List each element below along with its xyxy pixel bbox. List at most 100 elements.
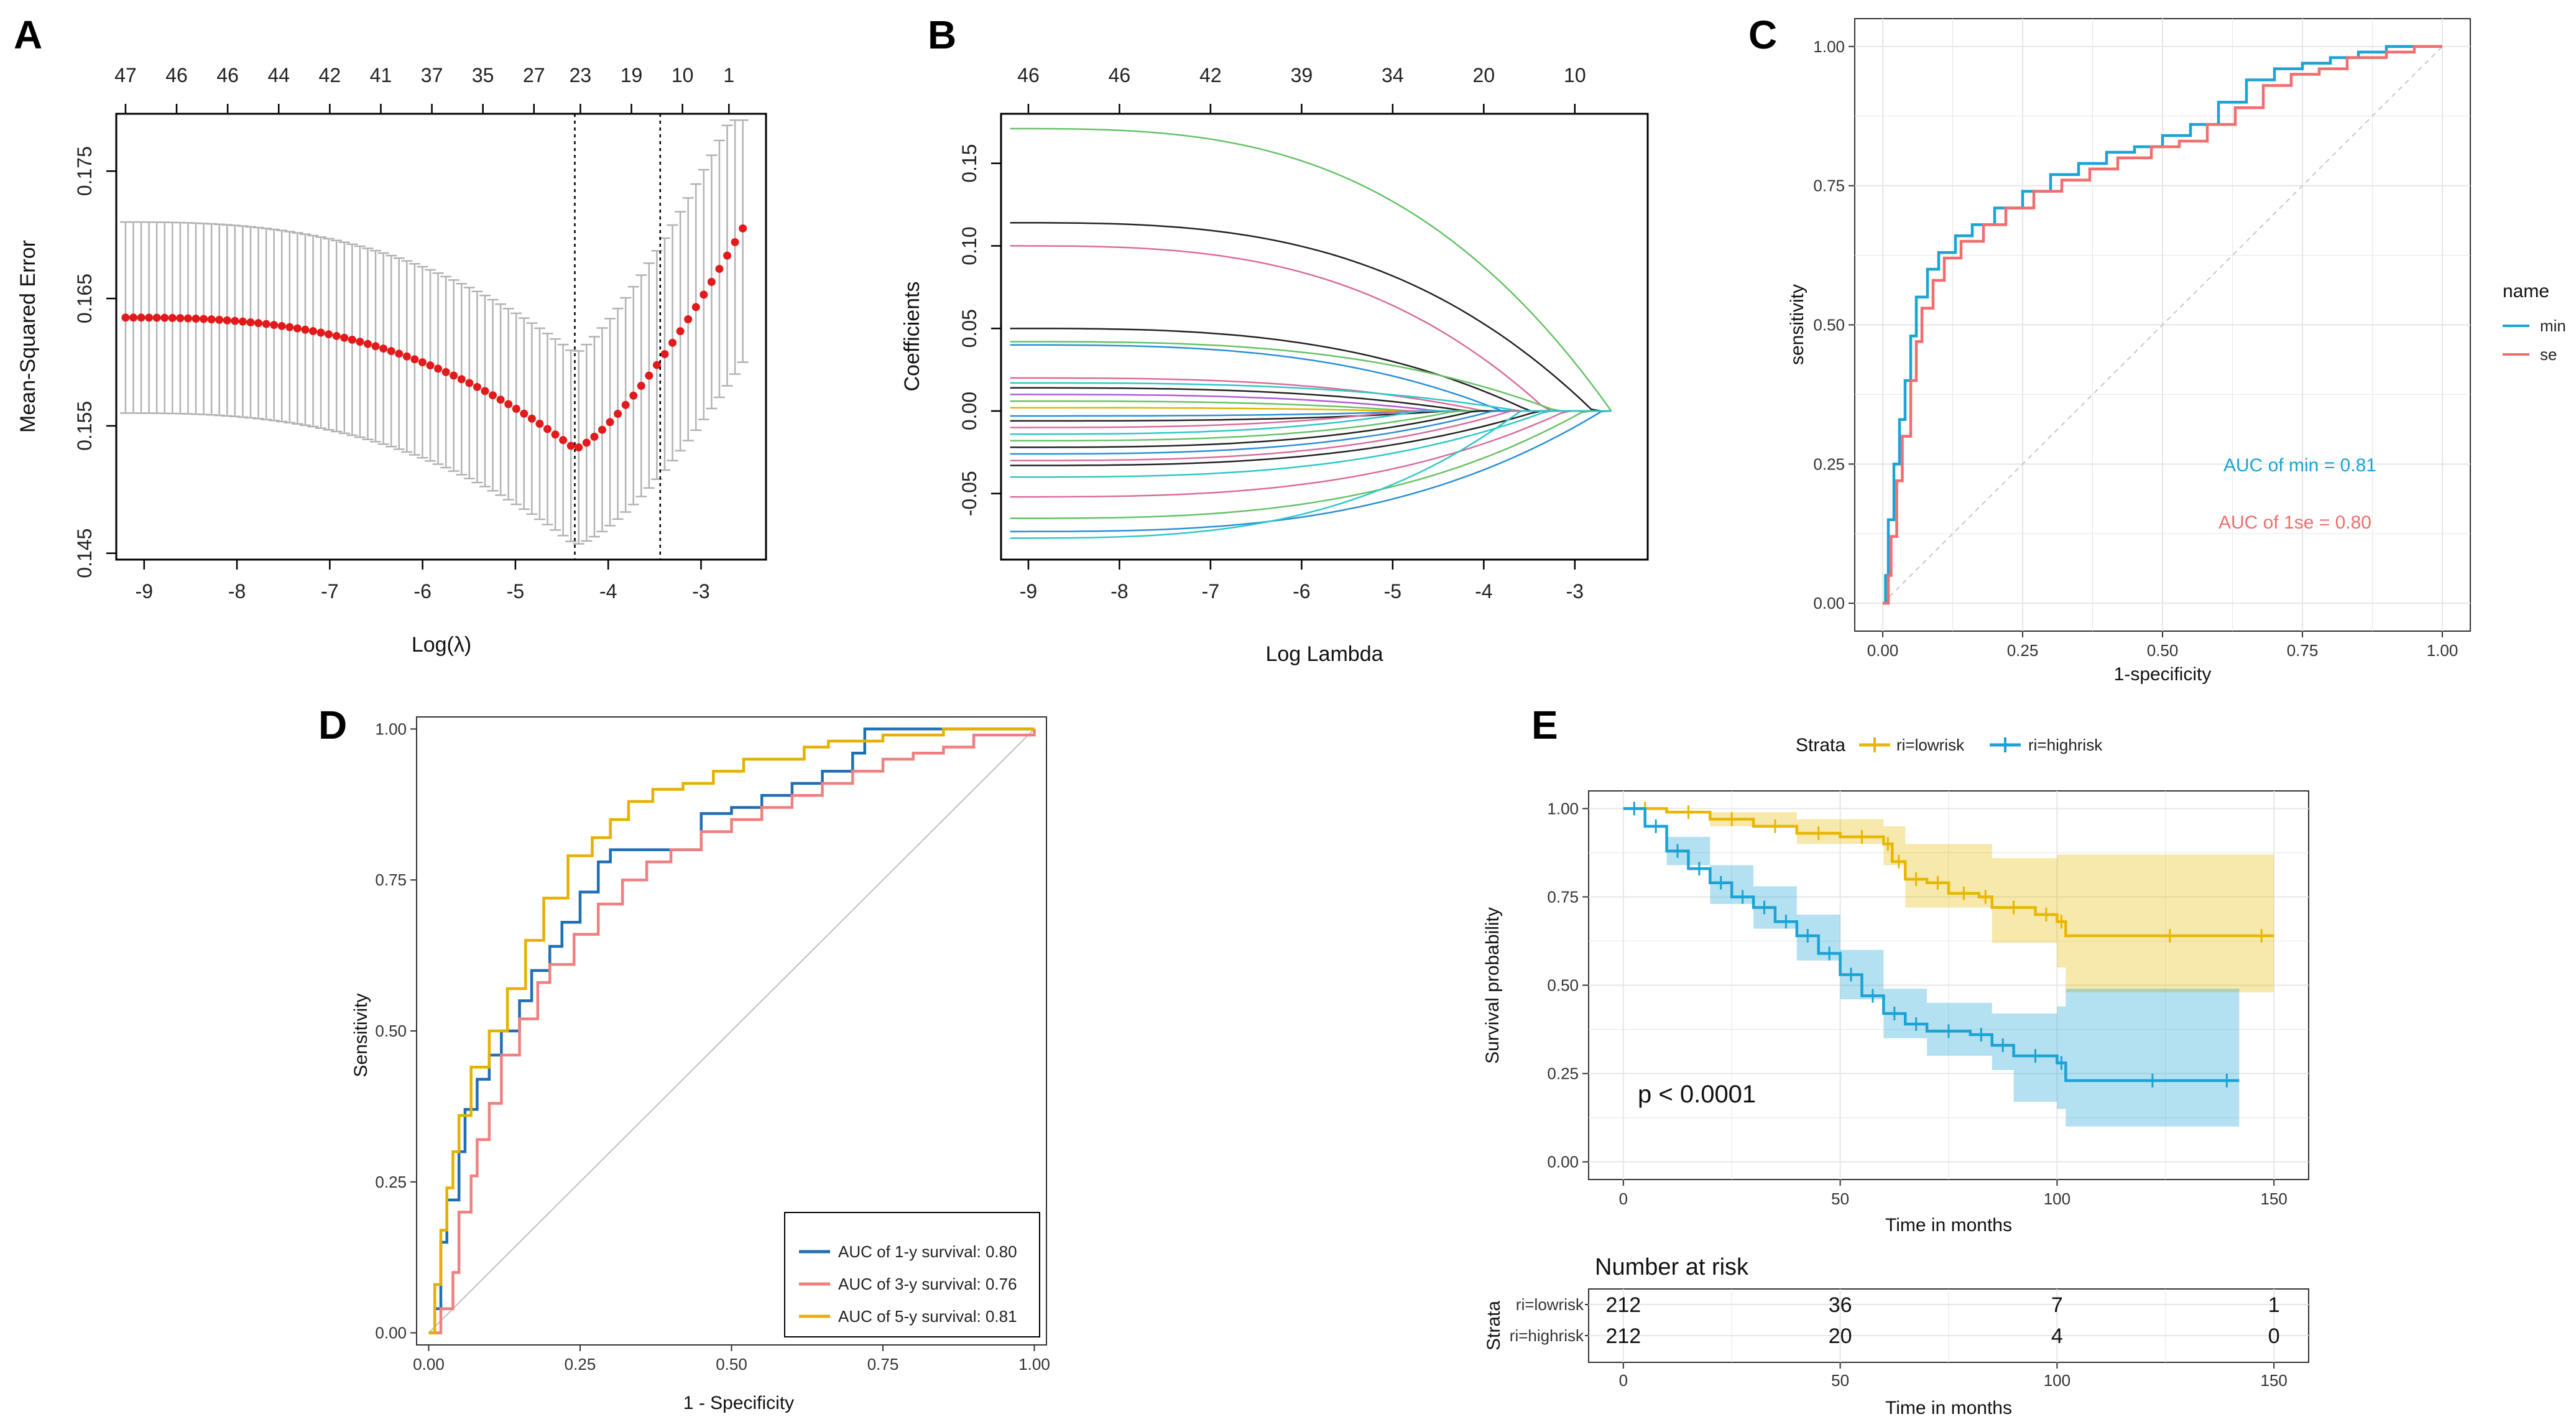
x-tick-label: 150 xyxy=(2260,1189,2287,1208)
auc-1se-annotation: AUC of 1se = 0.80 xyxy=(2218,512,2371,533)
y-tick-label: 0.75 xyxy=(375,871,407,889)
panel-letter-b: B xyxy=(928,12,956,57)
x-axis-ticks: -9 -8 -7 -6 -5 -4 -3 xyxy=(136,560,710,603)
top-tick-label: 42 xyxy=(319,64,341,86)
cv-point xyxy=(348,335,356,344)
p-value-annotation: p < 0.0001 xyxy=(1638,1081,1756,1108)
y-tick-label: -0.05 xyxy=(958,471,981,516)
cv-point xyxy=(402,352,411,361)
coefficient-path xyxy=(1010,410,1612,519)
y-tick-label: 0.175 xyxy=(73,146,96,196)
cv-point xyxy=(527,414,536,423)
legend-label-lowrisk: ri=lowrisk xyxy=(1896,736,1965,754)
cv-point xyxy=(629,391,638,400)
risk-row-label: ri=lowrisk xyxy=(1516,1295,1584,1314)
panel-letter-e: E xyxy=(1531,703,1558,747)
cv-point xyxy=(504,400,513,409)
x-tick-label: 150 xyxy=(2260,1371,2287,1390)
cv-point xyxy=(332,331,341,340)
x-tick-label: 0.75 xyxy=(867,1355,899,1374)
cv-point xyxy=(465,379,474,387)
x-tick-label: 0.25 xyxy=(565,1355,596,1374)
cv-point xyxy=(223,316,231,325)
chance-line xyxy=(428,728,1035,1334)
coefficient-path xyxy=(1010,410,1612,539)
x-tick-label: 0.50 xyxy=(716,1355,747,1374)
legend-label-1y: AUC of 1-y survival: 0.80 xyxy=(838,1242,1017,1261)
y-axis-ticks: 0.145 0.155 0.165 0.175 xyxy=(73,146,116,578)
y-tick-label: 0.00 xyxy=(1813,594,1845,612)
cv-point xyxy=(121,313,130,322)
cv-point xyxy=(254,319,263,328)
cv-point xyxy=(520,409,529,418)
coefficient-path xyxy=(1010,222,1612,412)
x-tick-label: -5 xyxy=(507,580,524,603)
cv-point xyxy=(418,358,427,367)
legend-label-5y: AUC of 5-y survival: 0.81 xyxy=(838,1307,1017,1326)
cv-point xyxy=(285,323,294,331)
cv-point xyxy=(637,381,645,390)
y-tick-label: 0.145 xyxy=(73,529,96,578)
cv-point xyxy=(293,324,302,333)
x-tick-label: 50 xyxy=(1831,1189,1849,1208)
x-tick-label: -3 xyxy=(1566,580,1584,603)
risk-table-grid xyxy=(1589,1289,2309,1362)
survival-curve-ri=lowrisk xyxy=(1623,807,2274,938)
cv-point xyxy=(356,338,364,346)
risk-cell: 212 xyxy=(1605,1324,1641,1348)
cv-point xyxy=(575,443,583,452)
y-tick-label: 1.00 xyxy=(1813,37,1845,56)
x-tick-label: -6 xyxy=(413,580,431,603)
cv-point xyxy=(566,441,575,450)
coefficient-path xyxy=(1010,410,1612,466)
cv-point xyxy=(309,327,318,336)
cv-point xyxy=(559,436,568,445)
x-tick-label: 1.00 xyxy=(2427,641,2458,660)
diagonal-line xyxy=(428,728,1035,1334)
cv-point xyxy=(168,313,177,322)
x-axis-title-e: Time in months xyxy=(1885,1215,2012,1235)
panel-letter-d: D xyxy=(318,703,347,747)
y-tick-label: 0.165 xyxy=(73,274,96,323)
cv-point xyxy=(363,339,372,348)
top-tick-label: 35 xyxy=(472,64,494,86)
top-tick-label: 46 xyxy=(1109,64,1131,86)
top-tick-label: 37 xyxy=(421,64,443,86)
plot-frame-a xyxy=(115,113,767,561)
top-tick-label: 27 xyxy=(523,64,545,86)
auc-min-annotation: AUC of min = 0.81 xyxy=(2223,455,2376,476)
y-tick-label: 0.50 xyxy=(375,1022,407,1040)
roc-curves xyxy=(1883,45,2442,605)
risk-table-title: Number at risk xyxy=(1595,1254,1749,1280)
top-tick-label: 23 xyxy=(570,64,592,86)
y-tick-label: 0.05 xyxy=(958,309,981,348)
y-axis-title-d: Sensitivity xyxy=(351,993,371,1077)
cv-point xyxy=(614,409,622,418)
x-tick-label: -8 xyxy=(228,580,246,603)
cv-point xyxy=(660,349,669,358)
y-axis-ticks: 0.00 0.25 0.50 0.75 1.00 xyxy=(375,719,417,1342)
cv-point xyxy=(192,314,200,323)
x-tick-label: -4 xyxy=(1475,580,1492,603)
y-axis-title-c: sensitivity xyxy=(1787,284,1807,365)
coefficient-paths xyxy=(1010,127,1612,539)
risk-table-row-labels: ri=lowrisk ri=highrisk xyxy=(1510,1295,1589,1345)
cv-point xyxy=(582,438,591,447)
x-axis-title-a: Log(λ) xyxy=(412,633,471,657)
confidence-bands xyxy=(1623,808,2274,1127)
coefficient-path xyxy=(1010,410,1612,478)
y-tick-label: 0.25 xyxy=(375,1173,407,1191)
y-tick-label: 0.75 xyxy=(1547,887,1579,906)
chance-line xyxy=(1882,46,2443,604)
cv-point xyxy=(684,315,693,324)
risk-row-label: ri=highrisk xyxy=(1510,1326,1584,1345)
grid xyxy=(1589,791,2309,1180)
x-tick-label: 0.25 xyxy=(2007,641,2039,660)
panel-a: A -9 -8 -7 -6 -5 -4 -3 0.145 0.155 0.165 0.175 47… xyxy=(14,12,767,657)
x-tick-label: 0.00 xyxy=(1867,641,1899,660)
cv-point xyxy=(410,355,419,364)
risk-cell: 36 xyxy=(1829,1293,1852,1317)
y-axis-title-e: Survival probability xyxy=(1482,907,1503,1064)
x-tick-label: -8 xyxy=(1110,580,1128,603)
